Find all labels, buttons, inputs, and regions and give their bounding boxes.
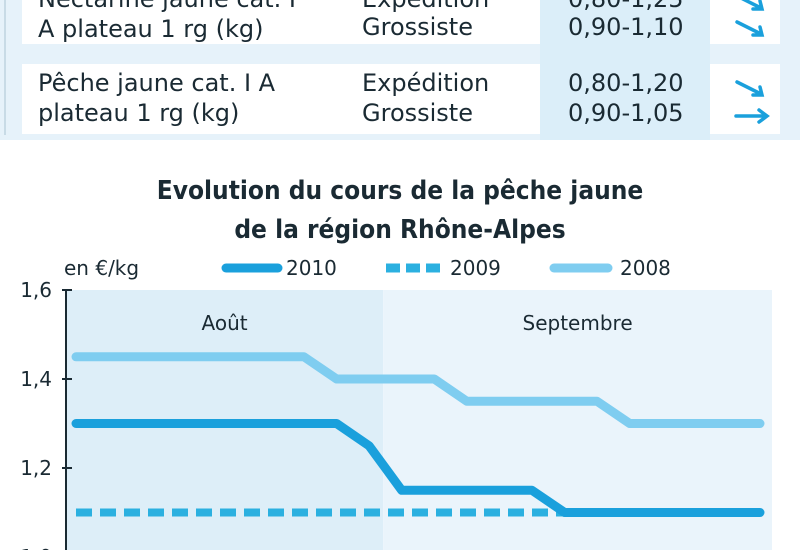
circuit-expedition: Expédition [362, 69, 490, 97]
circuit-grossiste: Grossiste [362, 13, 473, 41]
trend-down-icon [741, 0, 765, 11]
product-nectarine: Nectarine jaune cat. I A plateau 1 rg (k… [38, 0, 296, 43]
price-value: 0,80-1,20 [568, 69, 684, 97]
legend-label-2009: 2009 [450, 256, 501, 280]
table-border [4, 0, 6, 135]
period-label-septembre: Septembre [523, 311, 633, 335]
product-peche: Pêche jaune cat. I A plateau 1 rg (kg) [38, 69, 276, 127]
price-value: 0,90-1,10 [568, 13, 684, 41]
y-tick-label: 1,4 [20, 367, 52, 391]
legend-label-2008: 2008 [620, 256, 671, 280]
y-tick-label: 1,6 [20, 278, 52, 302]
circuit-grossiste: Grossiste [362, 99, 473, 127]
price-table: Nectarine jaune cat. I A plateau 1 rg (k… [0, 0, 800, 140]
price-value: 0,90-1,05 [568, 99, 684, 127]
circuit-expedition: Expédition [362, 0, 489, 14]
trend-down-icon [735, 80, 765, 97]
chart-title: Evolution du cours de la pêche jaune [156, 176, 644, 206]
y-axis-unit: en €/kg [64, 256, 140, 280]
series-line-2010 [71, 419, 765, 517]
trend-down-icon [735, 20, 765, 37]
y-tick-label: 1,2 [20, 456, 52, 480]
chart-subtitle: de la région Rhône-Alpes [234, 215, 566, 245]
period-label-aout: Août [202, 311, 248, 335]
trend-flat-icon [734, 108, 770, 124]
y-tick-label: 1,0 [20, 545, 52, 550]
price-value: 0,80-1,25 [568, 0, 684, 14]
price-column [540, 0, 710, 140]
legend-label-2010: 2010 [286, 256, 337, 280]
series-line-2008 [71, 352, 765, 428]
